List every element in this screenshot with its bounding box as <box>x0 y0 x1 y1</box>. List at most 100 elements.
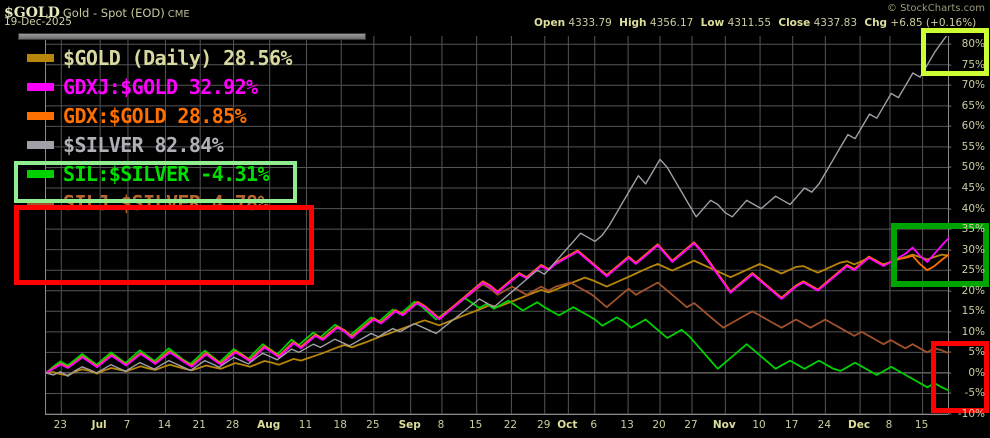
legend-color-swatch <box>27 169 54 178</box>
legend-item[interactable]: GDX:$GOLD 28.85% <box>18 101 392 130</box>
y-axis-tick: -75% <box>948 59 990 71</box>
y-axis-tick: -80% <box>948 38 990 50</box>
quote-line: Open 4333.79 High 4356.17 Low 4311.55 Cl… <box>534 17 980 29</box>
y-tick-mark: - <box>948 140 952 153</box>
y-tick-mark: - <box>948 161 952 174</box>
y-tick-label: 0% <box>968 366 985 379</box>
y-tick-mark: - <box>948 243 952 256</box>
legend-item[interactable]: SILJ:$SILVER 4.78% <box>18 188 392 217</box>
chart-header: $GOLD Gold - Spot (EOD) CME <box>4 2 190 30</box>
x-axis-tick-label: 6 <box>590 419 598 431</box>
y-tick-mark: - <box>948 346 952 359</box>
y-tick-label: 80% <box>961 38 985 51</box>
x-axis-tick-label: 11 <box>298 419 313 431</box>
y-tick-label: 25% <box>961 264 985 277</box>
y-axis-tick: -60% <box>948 120 990 132</box>
y-axis-tick: -20% <box>948 285 990 297</box>
y-axis-tick: -45% <box>948 182 990 194</box>
close-label: Close <box>778 17 811 29</box>
x-axis-tick-label: 7 <box>123 419 131 431</box>
legend-item[interactable]: GDXJ:$GOLD 32.92% <box>18 72 392 101</box>
open-label: Open <box>534 17 566 29</box>
y-axis-tick: -25% <box>948 264 990 276</box>
y-tick-mark: - <box>948 182 952 195</box>
y-axis-tick: -35% <box>948 223 990 235</box>
exchange-label: CME <box>167 9 190 20</box>
plot-area[interactable] <box>45 36 949 414</box>
y-tick-label: 75% <box>961 58 985 71</box>
legend-item[interactable]: $SILVER 82.84% <box>18 130 392 159</box>
series-line <box>46 236 949 374</box>
series-line <box>46 297 949 392</box>
legend-label: $GOLD (Daily) 28.56% <box>63 45 292 70</box>
y-axis-tick: - 0% <box>948 367 990 379</box>
y-axis-tick: -50% <box>948 161 990 173</box>
low-value: 4311.55 <box>727 17 772 29</box>
x-axis-tick-label: 25 <box>366 419 380 431</box>
y-tick-label: 40% <box>961 202 985 215</box>
legend-label: SIL:$SILVER -4.31% <box>63 161 270 186</box>
y-tick-label: 50% <box>961 161 985 174</box>
y-tick-mark: - <box>948 120 952 133</box>
y-axis: -80% -75% -70% -65% -60% -55% -50% -45% -40% -35%… <box>948 36 990 420</box>
y-axis-tick: -70% <box>948 79 990 91</box>
x-axis-tick-label: 14 <box>157 419 172 431</box>
chg-value: +6.85 (+0.16%) <box>890 17 977 29</box>
y-tick-label: 60% <box>961 120 985 133</box>
y-tick-label: 10% <box>961 325 985 338</box>
legend-item[interactable]: SIL:$SILVER -4.31% <box>18 159 392 188</box>
y-tick-label: 70% <box>961 79 985 92</box>
y-axis-tick: -15% <box>948 305 990 317</box>
x-axis-tick-label: Sep <box>398 419 421 431</box>
legend-label: GDX:$GOLD 28.85% <box>63 103 247 128</box>
x-axis-tick-label: 23 <box>53 419 67 431</box>
x-axis-tick-label: 24 <box>817 419 832 431</box>
open-value: 4333.79 <box>568 17 612 29</box>
x-axis-tick-label: 29 <box>537 419 551 431</box>
high-value: 4356.17 <box>649 17 694 29</box>
y-tick-label: 35% <box>961 223 985 236</box>
x-axis-tick-label: Aug <box>257 419 281 431</box>
y-axis-tick: - -5% <box>948 387 990 399</box>
high-label: High <box>619 17 647 29</box>
x-axis-tick-label: 27 <box>684 419 698 431</box>
y-axis-tick: -10% <box>948 326 990 338</box>
y-tick-mark: - <box>948 305 952 318</box>
y-tick-label: 45% <box>961 182 985 195</box>
y-tick-mark: - <box>948 99 952 112</box>
legend-color-swatch <box>27 198 54 207</box>
y-tick-mark: - <box>948 202 952 215</box>
x-axis-tick-label: 13 <box>620 419 634 431</box>
legend-item[interactable]: $GOLD (Daily) 28.56% <box>18 43 392 72</box>
chart-date: 19-Dec-2025 <box>4 16 72 28</box>
y-axis-tick: - 5% <box>948 346 990 358</box>
x-axis-tick-label: 18 <box>333 419 347 431</box>
legend-color-swatch <box>27 53 54 62</box>
x-axis-tick-label: 15 <box>914 419 929 431</box>
symbol-description: Gold - Spot (EOD) <box>62 6 165 20</box>
x-axis-tick-label: Nov <box>712 419 736 431</box>
legend-color-swatch <box>27 140 54 149</box>
y-axis-tick: -30% <box>948 244 990 256</box>
y-tick-mark: - <box>948 366 952 379</box>
chg-label: Chg <box>864 17 888 29</box>
y-tick-mark: - <box>948 38 952 51</box>
x-axis-tick-label: 20 <box>652 419 666 431</box>
y-tick-label: -10% <box>957 408 985 420</box>
y-tick-mark: - <box>948 223 952 236</box>
x-axis-tick-label: 28 <box>225 419 240 431</box>
y-axis-tick: -55% <box>948 141 990 153</box>
chart-svg <box>46 36 949 414</box>
y-tick-mark: - <box>948 58 952 71</box>
y-tick-mark: - <box>948 264 952 277</box>
y-tick-mark: - <box>948 387 952 400</box>
y-axis-tick: - -10% <box>948 408 990 420</box>
y-tick-label: 5% <box>968 346 985 359</box>
y-axis-tick: -40% <box>948 203 990 215</box>
x-axis-tick-label: 10 <box>752 419 766 431</box>
x-axis: 23 Jul 7 14 21 28 Aug 11 18 25 Sep 8 15 22 29 Oct 6 13 20 2… <box>0 414 990 438</box>
series-line <box>46 241 949 374</box>
y-axis-tick: -65% <box>948 100 990 112</box>
y-tick-label: 20% <box>961 284 985 297</box>
